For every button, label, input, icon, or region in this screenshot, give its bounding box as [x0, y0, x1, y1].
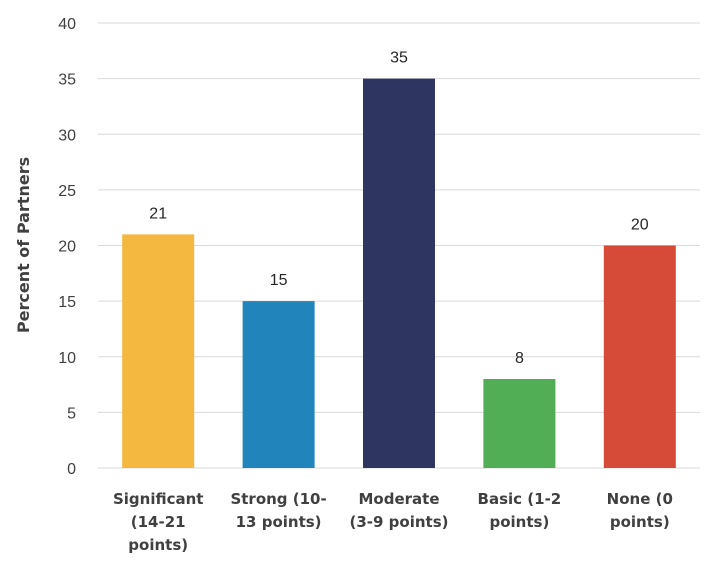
y-tick-label-40: 40 [58, 16, 76, 33]
category-label-0: Significant (14-21 points) [113, 490, 203, 554]
category-label-2-line-0: Moderate [358, 490, 439, 508]
category-label-3-line-0: Basic (1-2 [478, 490, 562, 508]
y-tick-label-20: 20 [58, 239, 76, 256]
bar-0 [122, 234, 195, 468]
y-tick-label-30: 30 [58, 127, 76, 144]
category-label-1-line-1: 13 points) [236, 513, 322, 531]
data-label-1: 15 [270, 272, 288, 289]
category-label-4-line-1: points) [610, 513, 670, 531]
data-label-0: 21 [149, 205, 167, 222]
data-label-2: 35 [390, 50, 408, 67]
y-tick-label-15: 15 [58, 294, 76, 311]
y-tick-label-25: 25 [58, 183, 76, 200]
category-label-4-line-0: None (0 [607, 490, 673, 508]
bar-1 [242, 301, 315, 468]
category-label-0-line-1: (14-21 [131, 513, 186, 531]
bar-4 [603, 245, 676, 468]
category-label-1-line-0: Strong (10- [230, 490, 326, 508]
y-tick-label-10: 10 [58, 350, 76, 367]
category-label-4: None (0 points) [607, 490, 673, 531]
bar-3 [483, 379, 556, 468]
y-tick-label-35: 35 [58, 72, 76, 89]
bars [122, 78, 676, 468]
y-axis-title: Percent of Partners [14, 157, 33, 333]
bar-2 [363, 78, 435, 468]
category-label-3-line-1: points) [489, 513, 549, 531]
category-label-3: Basic (1-2 points) [478, 490, 562, 531]
category-label-2: Moderate (3-9 points) [350, 490, 449, 531]
data-labels: 21 15 35 8 20 [149, 50, 648, 367]
category-label-2-line-1: (3-9 points) [350, 513, 449, 531]
y-axis-tick-labels: 0 5 10 15 20 25 30 35 40 [58, 16, 76, 478]
y-tick-label-0: 0 [67, 461, 76, 478]
data-label-3: 8 [515, 350, 524, 367]
category-label-0-line-2: points) [128, 536, 188, 554]
y-tick-label-5: 5 [67, 405, 76, 422]
data-label-4: 20 [631, 217, 649, 234]
category-label-1: Strong (10- 13 points) [230, 490, 326, 531]
x-axis-category-labels: Significant (14-21 points) Strong (10- 13 po… [113, 490, 673, 554]
category-label-0-line-0: Significant [113, 490, 203, 508]
